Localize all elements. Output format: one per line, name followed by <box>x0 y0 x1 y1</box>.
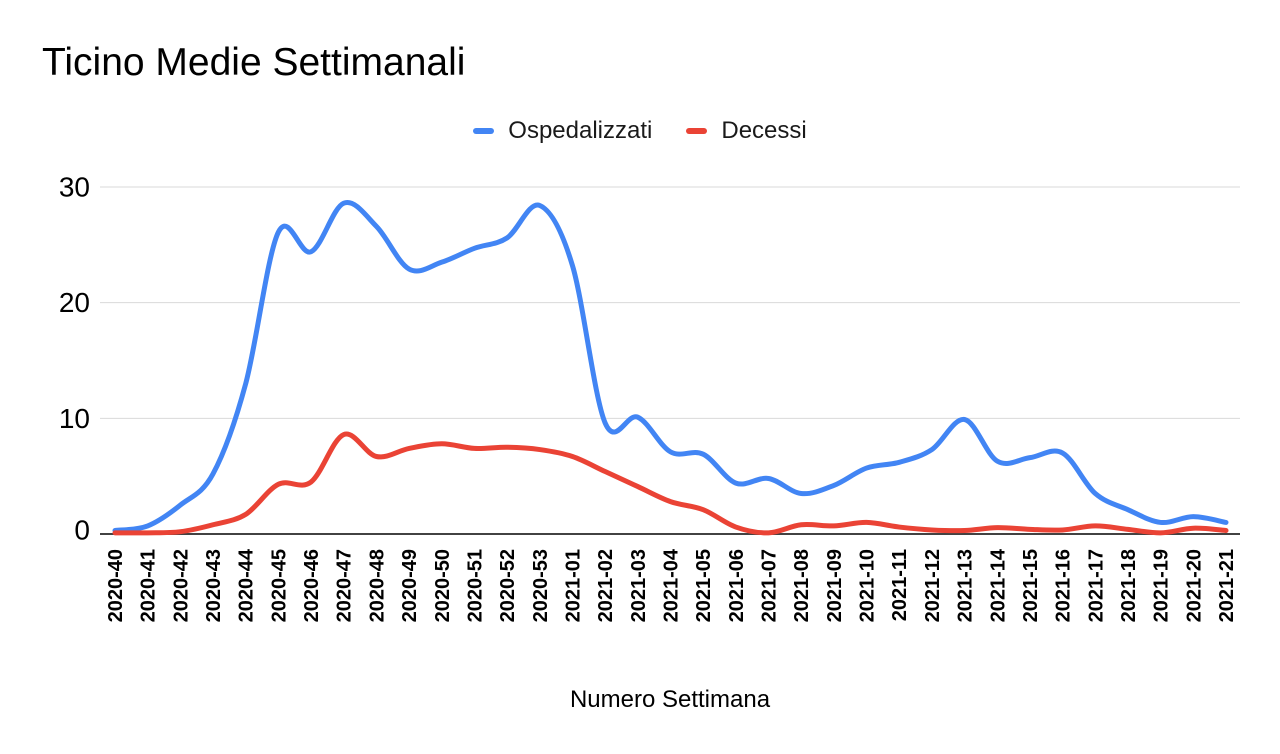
x-tick-label: 2021-21 <box>1216 549 1238 622</box>
legend-label: Ospedalizzati <box>508 117 653 144</box>
x-tick-label: 2021-05 <box>693 549 715 622</box>
x-tick-label: 2021-01 <box>562 549 584 622</box>
x-tick-label: 2020-40 <box>105 549 127 622</box>
x-tick-label: 2020-49 <box>399 549 421 622</box>
x-tick-label: 2021-04 <box>661 548 683 622</box>
y-tick-label: 20 <box>59 287 90 318</box>
x-tick-label: 2021-08 <box>791 549 813 622</box>
y-tick-label: 10 <box>59 403 90 434</box>
x-tick-label: 2021-09 <box>824 549 846 622</box>
legend-item-decessi: Decessi <box>686 117 807 145</box>
x-tick-label: 2021-16 <box>1053 549 1075 622</box>
x-tick-label: 2021-03 <box>628 549 650 622</box>
x-tick-label: 2021-17 <box>1085 549 1107 622</box>
x-tick-label: 2021-20 <box>1183 549 1205 622</box>
legend-label: Decessi <box>721 117 807 144</box>
x-tick-label: 2021-14 <box>987 548 1009 622</box>
series-line-decessi <box>112 431 1229 536</box>
y-tick-label: 30 <box>59 172 90 203</box>
x-tick-label: 2021-10 <box>857 549 879 622</box>
x-tick-label: 2020-52 <box>497 549 519 622</box>
series-dash-icon <box>473 128 495 134</box>
x-tick-label: 2021-18 <box>1118 549 1140 622</box>
x-axis-title: Numero Settimana <box>570 686 771 713</box>
x-tick-label: 2020-51 <box>464 549 486 622</box>
x-tick-label: 2020-48 <box>366 549 388 622</box>
x-tick-label: 2020-46 <box>301 549 323 622</box>
x-tick-label: 2020-50 <box>432 549 454 622</box>
x-tick-label: 2020-41 <box>138 549 160 622</box>
x-tick-label: 2020-44 <box>236 548 258 622</box>
x-tick-label: 2021-13 <box>955 549 977 622</box>
series-line-ospedalizzati <box>112 200 1229 534</box>
legend: Ospedalizzati Decessi <box>0 112 1280 150</box>
x-tick-label: 2020-47 <box>334 549 356 622</box>
x-tick-label: 2020-42 <box>170 549 192 622</box>
x-tick-label: 2021-12 <box>922 549 944 622</box>
series-dash-icon <box>686 128 708 134</box>
x-tick-label: 2021-07 <box>759 549 781 622</box>
x-tick-label: 2020-43 <box>203 549 225 622</box>
x-tick-label: 2021-02 <box>595 549 617 622</box>
y-tick-label: 0 <box>74 515 90 546</box>
x-tick-label: 2021-15 <box>1020 549 1042 622</box>
x-tick-label: 2021-19 <box>1151 549 1173 622</box>
x-tick-label: 2020-45 <box>268 549 290 622</box>
x-tick-label: 2020-53 <box>530 549 552 622</box>
x-tick-label: 2021-11 <box>889 549 911 621</box>
chart-title: Ticino Medie Settimanali <box>42 41 466 84</box>
legend-item-ospedalizzati: Ospedalizzati <box>473 117 652 145</box>
x-tick-label: 2021-06 <box>726 549 748 622</box>
